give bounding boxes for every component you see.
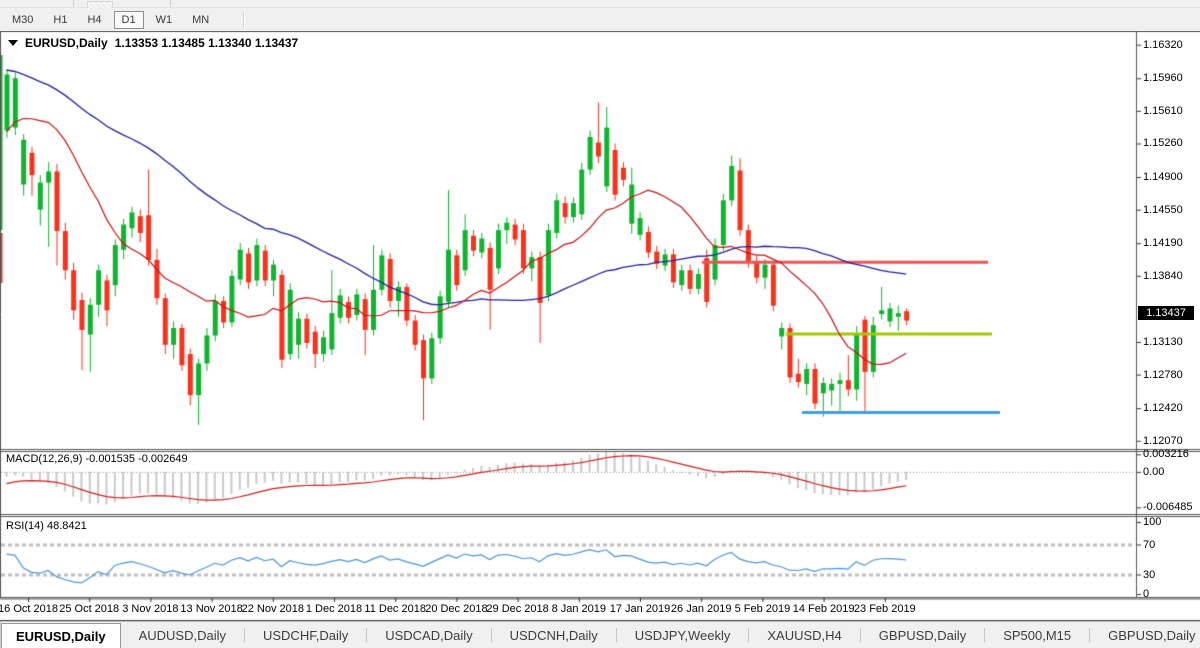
- timeframe-toolbar: M30 H1 H4 D1 W1 MN: [0, 8, 1200, 31]
- timeframe-button-h1[interactable]: H1: [53, 13, 68, 26]
- chart-title: EURUSD,Daily 1.13353 1.13485 1.13340 1.1…: [8, 36, 298, 50]
- top-toolbar-remnant: [0, 0, 1200, 9]
- timeframe-button-m30[interactable]: M30: [12, 13, 34, 26]
- price-axis-label: 1.14190: [1143, 237, 1183, 250]
- chart-tab-bar: EURUSD,Daily AUDUSD,Daily USDCHF,Daily USDC…: [0, 621, 1200, 648]
- tab-bar-grip: [0, 622, 1, 648]
- rsi-axis-label: 70: [1143, 538, 1156, 551]
- toolbar-separator: [170, 0, 171, 7]
- price-axis-label: 1.12780: [1143, 368, 1183, 381]
- tab-usdcad-daily[interactable]: USDCAD,Daily: [385, 627, 473, 643]
- timeframe-button-mn[interactable]: MN: [192, 13, 210, 26]
- price-axis-label: 1.14900: [1143, 171, 1183, 184]
- date-axis-label: 3 Nov 2018: [122, 603, 179, 615]
- price-axis-label: 1.16320: [1143, 38, 1183, 51]
- tab-audusd-daily[interactable]: AUDUSD,Daily: [138, 627, 226, 643]
- price-axis-label: 1.15610: [1143, 104, 1183, 117]
- tab-eurusd-daily[interactable]: EURUSD,Daily: [1, 623, 121, 648]
- toolbar-separator: [243, 10, 246, 29]
- chart-symbol-label: EURUSD,Daily: [25, 36, 108, 50]
- price-axis-label: 1.12420: [1143, 402, 1183, 415]
- macd-indicator-label: MACD(12,26,9) -0.001535 -0.002649: [6, 453, 188, 465]
- macd-axis-label: 0.003216: [1143, 448, 1189, 461]
- tab-xauusd-h4[interactable]: XAUUSD,H4: [767, 627, 842, 643]
- tab-separator: [366, 628, 368, 642]
- tab-separator: [984, 628, 986, 642]
- tab-separator: [490, 628, 492, 642]
- price-axis-label: 1.15260: [1143, 137, 1183, 150]
- rsi-axis-label: 0: [1143, 588, 1150, 600]
- tab-usdcnh-daily[interactable]: USDCNH,Daily: [509, 627, 598, 643]
- chart-dropdown-icon[interactable]: [8, 40, 18, 46]
- tab-separator: [1089, 628, 1091, 642]
- macd-axis-label: 0.00: [1143, 465, 1165, 478]
- macd-axis-label: -0.006485: [1143, 501, 1193, 514]
- timeframe-button-h4[interactable]: H4: [87, 13, 102, 26]
- date-axis-label: 1 Dec 2018: [305, 603, 363, 615]
- date-axis-label: 22 Nov 2018: [241, 603, 304, 615]
- tab-gbpusd-daily[interactable]: GBPUSD,Daily: [1108, 627, 1196, 643]
- current-price-badge: 1.13437: [1138, 306, 1194, 321]
- tab-separator: [243, 628, 245, 642]
- date-axis-label: 26 Jan 2019: [670, 603, 732, 615]
- price-axis-label: 1.13840: [1143, 269, 1183, 282]
- price-axis-label: 1.15960: [1143, 72, 1183, 85]
- rsi-axis-label: 100: [1143, 516, 1162, 528]
- toolbar-separator: [73, 0, 74, 7]
- timeframe-button-d1[interactable]: D1: [113, 10, 144, 29]
- price-axis-label: 1.13130: [1143, 335, 1183, 348]
- date-axis-label: 17 Jan 2019: [609, 603, 671, 615]
- date-axis-label: 14 Feb 2019: [792, 603, 855, 615]
- date-axis-label: 23 Feb 2019: [853, 603, 916, 615]
- chart-ohlc-values: 1.13353 1.13485 1.13340 1.13437: [114, 36, 299, 50]
- tab-usdjpy-weekly[interactable]: USDJPY,Weekly: [634, 627, 731, 643]
- date-axis-label: 25 Oct 2018: [59, 603, 120, 615]
- price-axis-label: 1.12070: [1143, 434, 1183, 447]
- price-chart-canvas[interactable]: [0, 31, 1200, 621]
- date-axis-label: 16 Oct 2018: [0, 603, 58, 615]
- tab-separator: [748, 628, 750, 642]
- date-axis-label: 5 Feb 2019: [734, 603, 791, 615]
- rsi-axis-label: 30: [1143, 568, 1156, 581]
- chart-window: EURUSD,Daily 1.13353 1.13485 1.13340 1.1…: [0, 31, 1200, 621]
- tab-sp500-m15[interactable]: SP500,M15: [1003, 627, 1072, 643]
- date-axis-label: 13 Nov 2018: [180, 603, 243, 615]
- date-axis-label: 20 Dec 2018: [425, 603, 488, 615]
- tab-separator: [859, 628, 861, 642]
- date-axis-label: 29 Dec 2018: [486, 603, 549, 615]
- rsi-indicator-label: RSI(14) 48.8421: [6, 520, 87, 532]
- price-axis-label: 1.14550: [1143, 203, 1183, 216]
- tab-separator: [615, 628, 617, 642]
- timeframe-button-w1[interactable]: W1: [155, 13, 173, 26]
- date-axis-label: 11 Dec 2018: [364, 603, 426, 615]
- date-axis-label: 8 Jan 2019: [551, 603, 607, 615]
- tab-usdchf-daily[interactable]: USDCHF,Daily: [262, 627, 349, 643]
- tab-gbpusd-daily[interactable]: GBPUSD,Daily: [878, 627, 967, 643]
